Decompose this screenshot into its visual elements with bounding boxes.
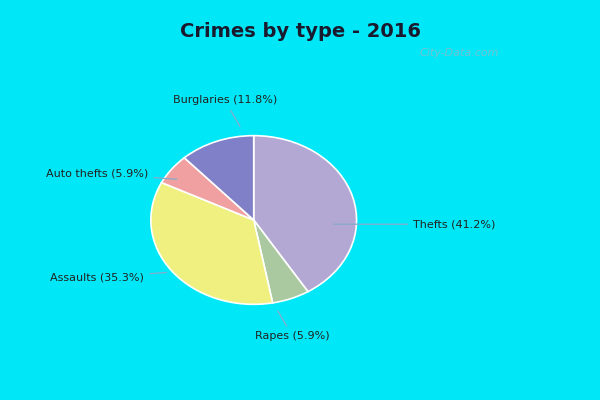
Wedge shape	[254, 220, 308, 303]
Text: Burglaries (11.8%): Burglaries (11.8%)	[173, 95, 277, 126]
Text: City-Data.com: City-Data.com	[420, 48, 499, 58]
Wedge shape	[254, 136, 356, 292]
Text: Auto thefts (5.9%): Auto thefts (5.9%)	[46, 169, 177, 179]
Text: Thefts (41.2%): Thefts (41.2%)	[334, 219, 496, 229]
Text: Crimes by type - 2016: Crimes by type - 2016	[179, 22, 421, 41]
Text: Rapes (5.9%): Rapes (5.9%)	[256, 311, 330, 341]
Wedge shape	[151, 182, 272, 304]
Wedge shape	[161, 158, 254, 220]
Text: Assaults (35.3%): Assaults (35.3%)	[50, 272, 167, 282]
Wedge shape	[184, 136, 254, 220]
